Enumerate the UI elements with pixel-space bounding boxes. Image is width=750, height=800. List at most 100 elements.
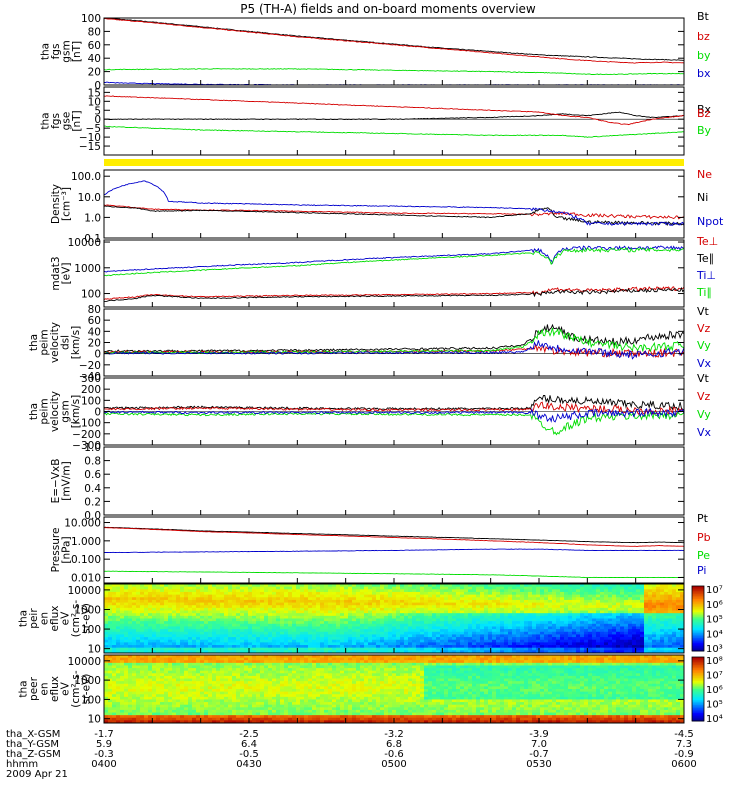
heatmap-cell — [212, 631, 217, 635]
heatmap-cell — [672, 613, 677, 617]
heatmap-cell — [460, 597, 465, 601]
heatmap-cell — [548, 602, 553, 606]
heatmap-cell — [112, 589, 117, 593]
heatmap-cell — [516, 621, 521, 625]
heatmap-cell — [144, 660, 149, 664]
heatmap-cell — [180, 621, 185, 625]
heatmap-cell — [400, 597, 405, 601]
heatmap-cell — [544, 589, 549, 593]
heatmap-cell — [280, 650, 285, 654]
heatmap-cell — [296, 594, 301, 598]
heatmap-cell — [188, 657, 193, 661]
heatmap-cell — [124, 657, 129, 661]
heatmap-cell — [108, 673, 113, 677]
heatmap-cell — [200, 702, 205, 706]
heatmap-cell — [164, 717, 169, 721]
heatmap-cell — [172, 607, 177, 611]
heatmap-cell — [428, 650, 433, 654]
heatmap-cell — [280, 647, 285, 651]
heatmap-cell — [180, 615, 185, 619]
heatmap-cell — [124, 689, 129, 693]
heatmap-cell — [464, 645, 469, 649]
heatmap-cell — [664, 602, 669, 606]
heatmap-cell — [132, 599, 137, 603]
heatmap-cell — [252, 597, 257, 601]
heatmap-cell — [288, 631, 293, 635]
heatmap-cell — [624, 599, 629, 603]
heatmap-cell — [164, 665, 169, 669]
heatmap-cell — [572, 584, 577, 588]
heatmap-cell — [312, 621, 317, 625]
heatmap-cell — [596, 634, 601, 638]
heatmap-cell — [532, 599, 537, 603]
heatmap-cell — [288, 623, 293, 627]
heatmap-cell — [204, 629, 209, 633]
heatmap-cell — [196, 694, 201, 698]
heatmap-cell — [176, 675, 181, 679]
heatmap-cell — [160, 613, 165, 617]
heatmap-cell — [544, 597, 549, 601]
heatmap-cell — [228, 645, 233, 649]
heatmap-cell — [556, 613, 561, 617]
heatmap-cell — [128, 631, 133, 635]
heatmap-cell — [224, 694, 229, 698]
heatmap-cell — [184, 675, 189, 679]
heatmap-cell — [368, 629, 373, 633]
heatmap-cell — [380, 586, 385, 590]
heatmap-cell — [404, 629, 409, 633]
heatmap-cell — [140, 589, 145, 593]
heatmap-cell — [172, 631, 177, 635]
heatmap-cell — [204, 702, 209, 706]
heatmap-cell — [320, 629, 325, 633]
heatmap-cell — [320, 591, 325, 596]
heatmap-cell — [508, 602, 513, 606]
heatmap-cell — [584, 586, 589, 590]
heatmap-cell — [348, 602, 353, 606]
heatmap-cell — [628, 591, 633, 596]
heatmap-cell — [108, 642, 113, 646]
y-axis-label: [nT] — [71, 110, 83, 131]
heatmap-cell — [460, 650, 465, 654]
heatmap-cell — [388, 589, 393, 593]
heatmap-cell — [364, 618, 369, 622]
legend-entry: Pt — [697, 512, 709, 525]
heatmap-cell — [588, 610, 593, 614]
heatmap-cell — [668, 634, 673, 638]
heatmap-cell — [520, 584, 525, 588]
heatmap-cell — [184, 694, 189, 698]
heatmap-cell — [384, 615, 389, 619]
heatmap-cell — [108, 615, 113, 619]
heatmap-cell — [196, 717, 201, 721]
heatmap-cell — [192, 626, 197, 630]
heatmap-cell — [424, 629, 429, 633]
heatmap-cell — [564, 584, 569, 588]
heatmap-cell — [168, 665, 173, 669]
heatmap-cell — [308, 615, 313, 619]
heatmap-cell — [200, 683, 205, 687]
heatmap-cell — [532, 650, 537, 654]
legend-entry: Vx — [697, 426, 712, 439]
heatmap-cell — [504, 629, 509, 633]
heatmap-cell — [220, 657, 225, 661]
heatmap-cell — [636, 599, 641, 603]
heatmap-cell — [112, 715, 117, 719]
heatmap-cell — [424, 637, 429, 641]
heatmap-cell — [104, 605, 109, 609]
heatmap-cell — [564, 639, 569, 643]
heatmap-cell — [152, 696, 157, 700]
heatmap-cell — [456, 615, 461, 619]
heatmap-cell — [120, 691, 125, 695]
heatmap-cell — [272, 623, 277, 627]
heatmap-cell — [580, 650, 585, 654]
heatmap-cell — [276, 615, 281, 619]
heatmap-cell — [172, 686, 177, 690]
heatmap-cell — [532, 613, 537, 617]
heatmap-cell — [240, 621, 245, 625]
heatmap-cell — [208, 639, 213, 643]
heatmap-cell — [480, 626, 485, 630]
heatmap-cell — [552, 647, 557, 651]
heatmap-cell — [508, 647, 513, 651]
heatmap-cell — [200, 618, 205, 622]
heatmap-cell — [680, 626, 685, 630]
